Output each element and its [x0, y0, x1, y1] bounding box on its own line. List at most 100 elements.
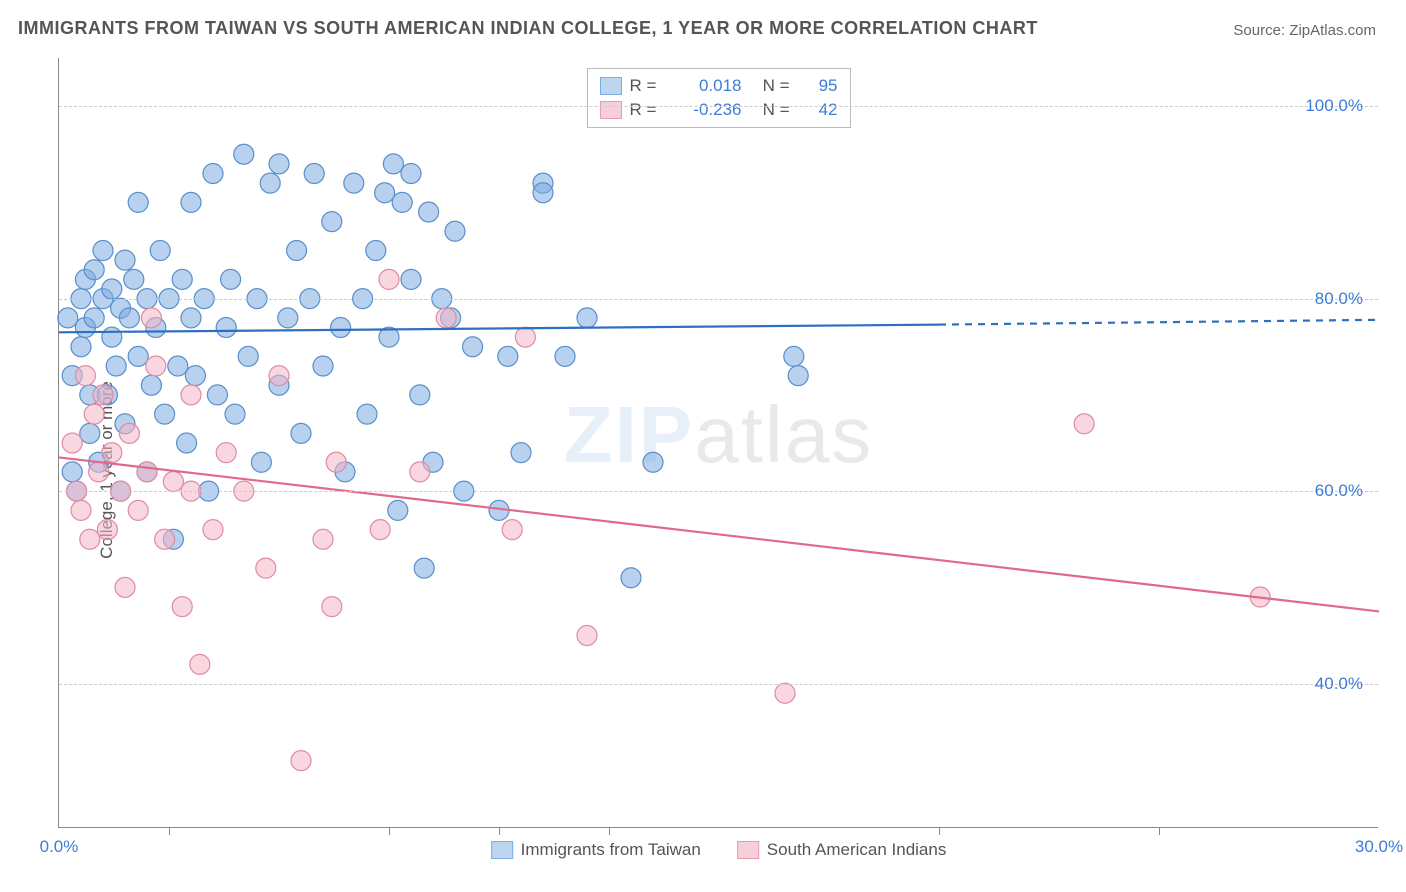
chart-container: College, 1 year or more ZIPatlas R =0.01…: [0, 50, 1406, 890]
data-point: [97, 520, 117, 540]
data-point: [234, 144, 254, 164]
x-tick: [389, 827, 390, 835]
data-point: [788, 366, 808, 386]
data-point: [278, 308, 298, 328]
data-point: [291, 423, 311, 443]
data-point: [93, 385, 113, 405]
data-point: [410, 462, 430, 482]
data-point: [58, 308, 78, 328]
data-point: [331, 318, 351, 338]
data-point: [419, 202, 439, 222]
data-point: [115, 250, 135, 270]
data-point: [388, 500, 408, 520]
data-point: [84, 260, 104, 280]
data-point: [172, 269, 192, 289]
scatter-svg: [59, 58, 1378, 827]
data-point: [181, 192, 201, 212]
data-point: [401, 164, 421, 184]
data-point: [84, 404, 104, 424]
data-point: [577, 626, 597, 646]
data-point: [643, 452, 663, 472]
data-point: [515, 327, 535, 347]
data-point: [287, 241, 307, 261]
data-point: [128, 500, 148, 520]
plot-area: ZIPatlas R =0.018N =95R =-0.236N =42 Imm…: [58, 58, 1378, 828]
y-tick-label: 100.0%: [1305, 96, 1363, 116]
series-name: South American Indians: [767, 840, 947, 860]
data-point: [203, 164, 223, 184]
grid-line: [59, 684, 1378, 685]
x-tick: [939, 827, 940, 835]
trend-line-extrapolated: [939, 320, 1379, 325]
data-point: [207, 385, 227, 405]
data-point: [124, 269, 144, 289]
source-prefix: Source:: [1233, 22, 1289, 39]
data-point: [269, 366, 289, 386]
data-point: [238, 346, 258, 366]
y-tick-label: 60.0%: [1315, 481, 1363, 501]
data-point: [102, 279, 122, 299]
chart-title: IMMIGRANTS FROM TAIWAN VS SOUTH AMERICAN…: [18, 18, 1038, 39]
data-point: [533, 183, 553, 203]
data-point: [256, 558, 276, 578]
y-tick-label: 80.0%: [1315, 289, 1363, 309]
data-point: [146, 356, 166, 376]
grid-line: [59, 491, 1378, 492]
data-point: [102, 443, 122, 463]
data-point: [155, 529, 175, 549]
data-point: [119, 308, 139, 328]
data-point: [379, 269, 399, 289]
data-point: [119, 423, 139, 443]
trend-line: [59, 457, 1379, 611]
x-tick: [169, 827, 170, 835]
x-tick: [609, 827, 610, 835]
data-point: [251, 452, 271, 472]
data-point: [225, 404, 245, 424]
data-point: [375, 183, 395, 203]
data-point: [313, 529, 333, 549]
data-point: [71, 337, 91, 357]
data-point: [106, 356, 126, 376]
data-point: [128, 192, 148, 212]
data-point: [410, 385, 430, 405]
data-point: [84, 308, 104, 328]
data-point: [326, 452, 346, 472]
data-point: [511, 443, 531, 463]
data-point: [177, 433, 197, 453]
source-attribution: Source: ZipAtlas.com: [1233, 22, 1376, 39]
data-point: [392, 192, 412, 212]
data-point: [71, 500, 91, 520]
x-tick-label: 30.0%: [1355, 837, 1403, 857]
data-point: [322, 212, 342, 232]
data-point: [181, 308, 201, 328]
data-point: [75, 366, 95, 386]
data-point: [370, 520, 390, 540]
data-point: [366, 241, 386, 261]
data-point: [80, 529, 100, 549]
data-point: [172, 597, 192, 617]
data-point: [269, 154, 289, 174]
data-point: [163, 472, 183, 492]
data-point: [141, 375, 161, 395]
data-point: [401, 269, 421, 289]
data-point: [555, 346, 575, 366]
data-point: [80, 423, 100, 443]
data-point: [62, 462, 82, 482]
data-point: [181, 385, 201, 405]
data-point: [102, 327, 122, 347]
data-point: [155, 404, 175, 424]
grid-line: [59, 299, 1378, 300]
x-tick-label: 0.0%: [40, 837, 79, 857]
data-point: [291, 751, 311, 771]
legend-swatch: [737, 841, 759, 859]
data-point: [128, 346, 148, 366]
source-link[interactable]: ZipAtlas.com: [1289, 22, 1376, 39]
series-legend: Immigrants from TaiwanSouth American Ind…: [491, 840, 947, 860]
data-point: [784, 346, 804, 366]
legend-swatch: [491, 841, 513, 859]
x-tick: [1159, 827, 1160, 835]
y-tick-label: 40.0%: [1315, 674, 1363, 694]
data-point: [62, 433, 82, 453]
data-point: [357, 404, 377, 424]
data-point: [621, 568, 641, 588]
